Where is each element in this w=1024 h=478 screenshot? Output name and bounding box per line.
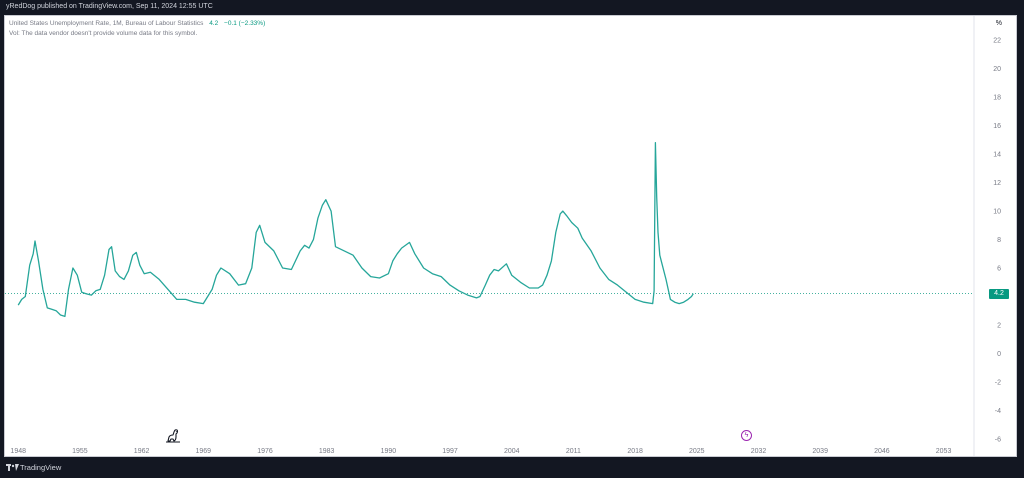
- y-tick-label: 10: [993, 209, 1001, 216]
- y-tick-label: 16: [993, 123, 1001, 130]
- y-tick-label: 0: [997, 351, 1001, 358]
- legend-volume-note: Vol: The data vendor doesn't provide vol…: [9, 30, 198, 37]
- x-tick-label: 2004: [504, 448, 520, 455]
- unemployment-line-chart[interactable]: 2220181614121086420-2-4-6194819551962196…: [5, 16, 1016, 456]
- x-tick-label: 2011: [566, 448, 581, 455]
- y-tick-label: 6: [997, 266, 1001, 273]
- y-tick-label: 22: [993, 38, 1001, 45]
- x-tick-label: 2018: [627, 448, 643, 455]
- x-tick-label: 2025: [689, 448, 705, 455]
- x-tick-label: 2053: [936, 448, 952, 455]
- footer-brand: TradingView: [20, 463, 62, 472]
- y-tick-label: 8: [997, 237, 1001, 244]
- lightning-event-icon[interactable]: ϟ: [741, 430, 752, 441]
- dinosaur-icon[interactable]: [165, 427, 181, 443]
- x-tick-label: 1976: [257, 448, 273, 455]
- publish-bar: yRedDog published on TradingView.com, Se…: [0, 0, 1024, 14]
- x-tick-label: 1962: [134, 448, 150, 455]
- percent-unit-label[interactable]: %: [995, 20, 1002, 27]
- x-tick-label: 1990: [381, 448, 397, 455]
- publish-line: yRedDog published on TradingView.com, Se…: [6, 3, 213, 10]
- y-tick-label: -2: [995, 379, 1001, 386]
- y-tick-label: 12: [993, 180, 1001, 187]
- x-tick-label: 1983: [319, 448, 335, 455]
- x-tick-label: 1948: [10, 448, 26, 455]
- tradingview-logo-icon: [6, 464, 19, 471]
- x-tick-label: 1997: [442, 448, 458, 455]
- y-tick-label: -4: [995, 408, 1001, 415]
- x-tick-label: 2039: [812, 448, 828, 455]
- x-tick-label: 2046: [874, 448, 890, 455]
- series-line[interactable]: [17, 142, 694, 318]
- legend-change: −0.1 (−2.33%): [224, 20, 266, 27]
- chart-legend: United States Unemployment Rate, 1M, Bur…: [9, 19, 265, 39]
- x-tick-label: 1969: [195, 448, 211, 455]
- legend-symbol: United States Unemployment Rate, 1M, Bur…: [9, 20, 204, 27]
- x-tick-label: 2032: [751, 448, 767, 455]
- last-price-label: 4.2: [989, 288, 1009, 299]
- y-tick-label: 14: [993, 152, 1001, 159]
- legend-value: 4.2: [209, 20, 219, 27]
- y-tick-label: 20: [993, 66, 1001, 73]
- y-tick-label: -6: [995, 436, 1001, 443]
- x-tick-label: 1955: [72, 448, 88, 455]
- footer-bar: TradingView: [0, 458, 1024, 478]
- chart-panel[interactable]: 2220181614121086420-2-4-6194819551962196…: [4, 15, 1017, 457]
- y-tick-label: 2: [997, 322, 1001, 329]
- y-tick-label: 18: [993, 95, 1001, 102]
